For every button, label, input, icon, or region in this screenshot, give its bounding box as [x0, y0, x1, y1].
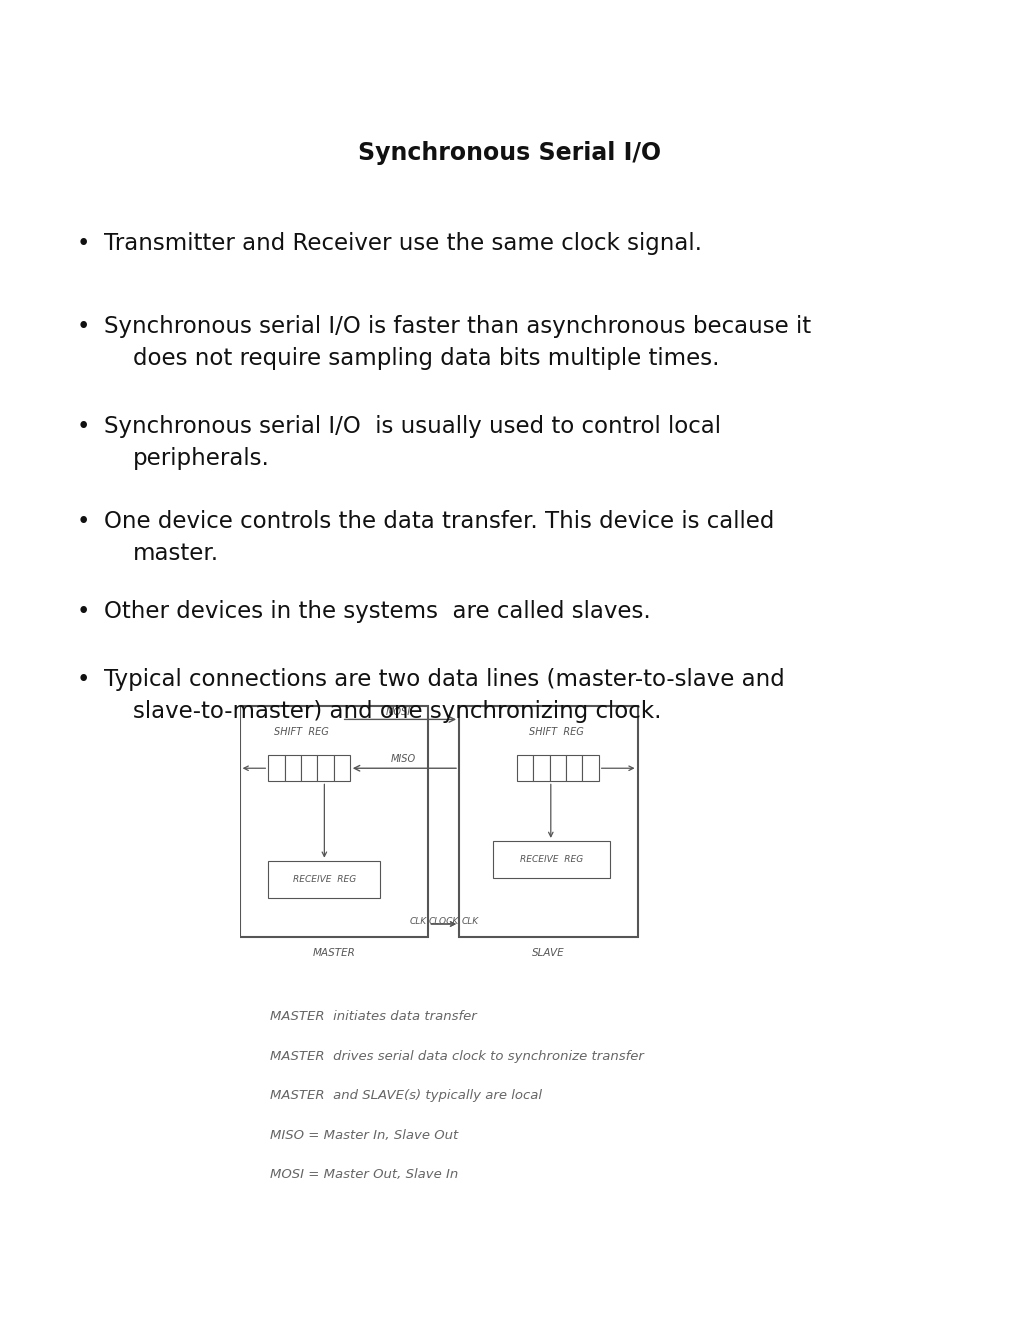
Text: MISO: MISO: [390, 754, 415, 764]
Text: CLK: CLK: [409, 917, 426, 925]
Bar: [459, 706, 637, 937]
Text: MOSI: MOSI: [385, 706, 410, 717]
Text: SLAVE: SLAVE: [532, 948, 564, 958]
Text: One device controls the data transfer. This device is called: One device controls the data transfer. T…: [104, 510, 773, 533]
Text: MASTER  drives serial data clock to synchronize transfer: MASTER drives serial data clock to synch…: [270, 1049, 644, 1063]
Text: Synchronous serial I/O is faster than asynchronous because it: Synchronous serial I/O is faster than as…: [104, 315, 810, 338]
Bar: [533, 755, 549, 781]
Text: Synchronous Serial I/O: Synchronous Serial I/O: [358, 141, 661, 165]
Text: Typical connections are two data lines (master-to-slave and: Typical connections are two data lines (…: [104, 668, 784, 690]
Text: MASTER  initiates data transfer: MASTER initiates data transfer: [270, 1010, 477, 1023]
Text: does not require sampling data bits multiple times.: does not require sampling data bits mult…: [132, 347, 718, 370]
Bar: [492, 841, 609, 878]
Text: peripherals.: peripherals.: [132, 447, 269, 470]
Text: MOSI = Master Out, Slave In: MOSI = Master Out, Slave In: [270, 1168, 459, 1181]
Text: •: •: [76, 315, 90, 338]
Text: CLOCK: CLOCK: [428, 917, 459, 925]
Text: MISO = Master In, Slave Out: MISO = Master In, Slave Out: [270, 1129, 459, 1142]
Bar: [268, 861, 380, 898]
Bar: [301, 755, 317, 781]
Text: SHIFT  REG: SHIFT REG: [273, 726, 328, 737]
Text: Transmitter and Receiver use the same clock signal.: Transmitter and Receiver use the same cl…: [104, 232, 701, 255]
Bar: [284, 755, 301, 781]
Text: CLK: CLK: [462, 917, 479, 925]
Bar: [582, 755, 598, 781]
Text: RECEIVE  REG: RECEIVE REG: [292, 875, 356, 883]
Bar: [268, 755, 284, 781]
Text: Synchronous serial I/O  is usually used to control local: Synchronous serial I/O is usually used t…: [104, 414, 720, 438]
Bar: [317, 755, 333, 781]
Text: MASTER  and SLAVE(s) typically are local: MASTER and SLAVE(s) typically are local: [270, 1089, 542, 1102]
Text: MASTER: MASTER: [312, 948, 356, 958]
Bar: [549, 755, 566, 781]
Text: Other devices in the systems  are called slaves.: Other devices in the systems are called …: [104, 601, 650, 623]
Text: slave-to-master) and one synchronizing clock.: slave-to-master) and one synchronizing c…: [132, 700, 660, 723]
Text: •: •: [76, 510, 90, 533]
Text: •: •: [76, 601, 90, 623]
Text: RECEIVE  REG: RECEIVE REG: [519, 855, 583, 863]
Text: •: •: [76, 414, 90, 438]
Text: •: •: [76, 232, 90, 255]
Bar: [239, 706, 428, 937]
Bar: [517, 755, 533, 781]
Text: master.: master.: [132, 543, 218, 565]
Text: SHIFT  REG: SHIFT REG: [528, 726, 583, 737]
Bar: [333, 755, 350, 781]
Bar: [566, 755, 582, 781]
Text: •: •: [76, 668, 90, 690]
